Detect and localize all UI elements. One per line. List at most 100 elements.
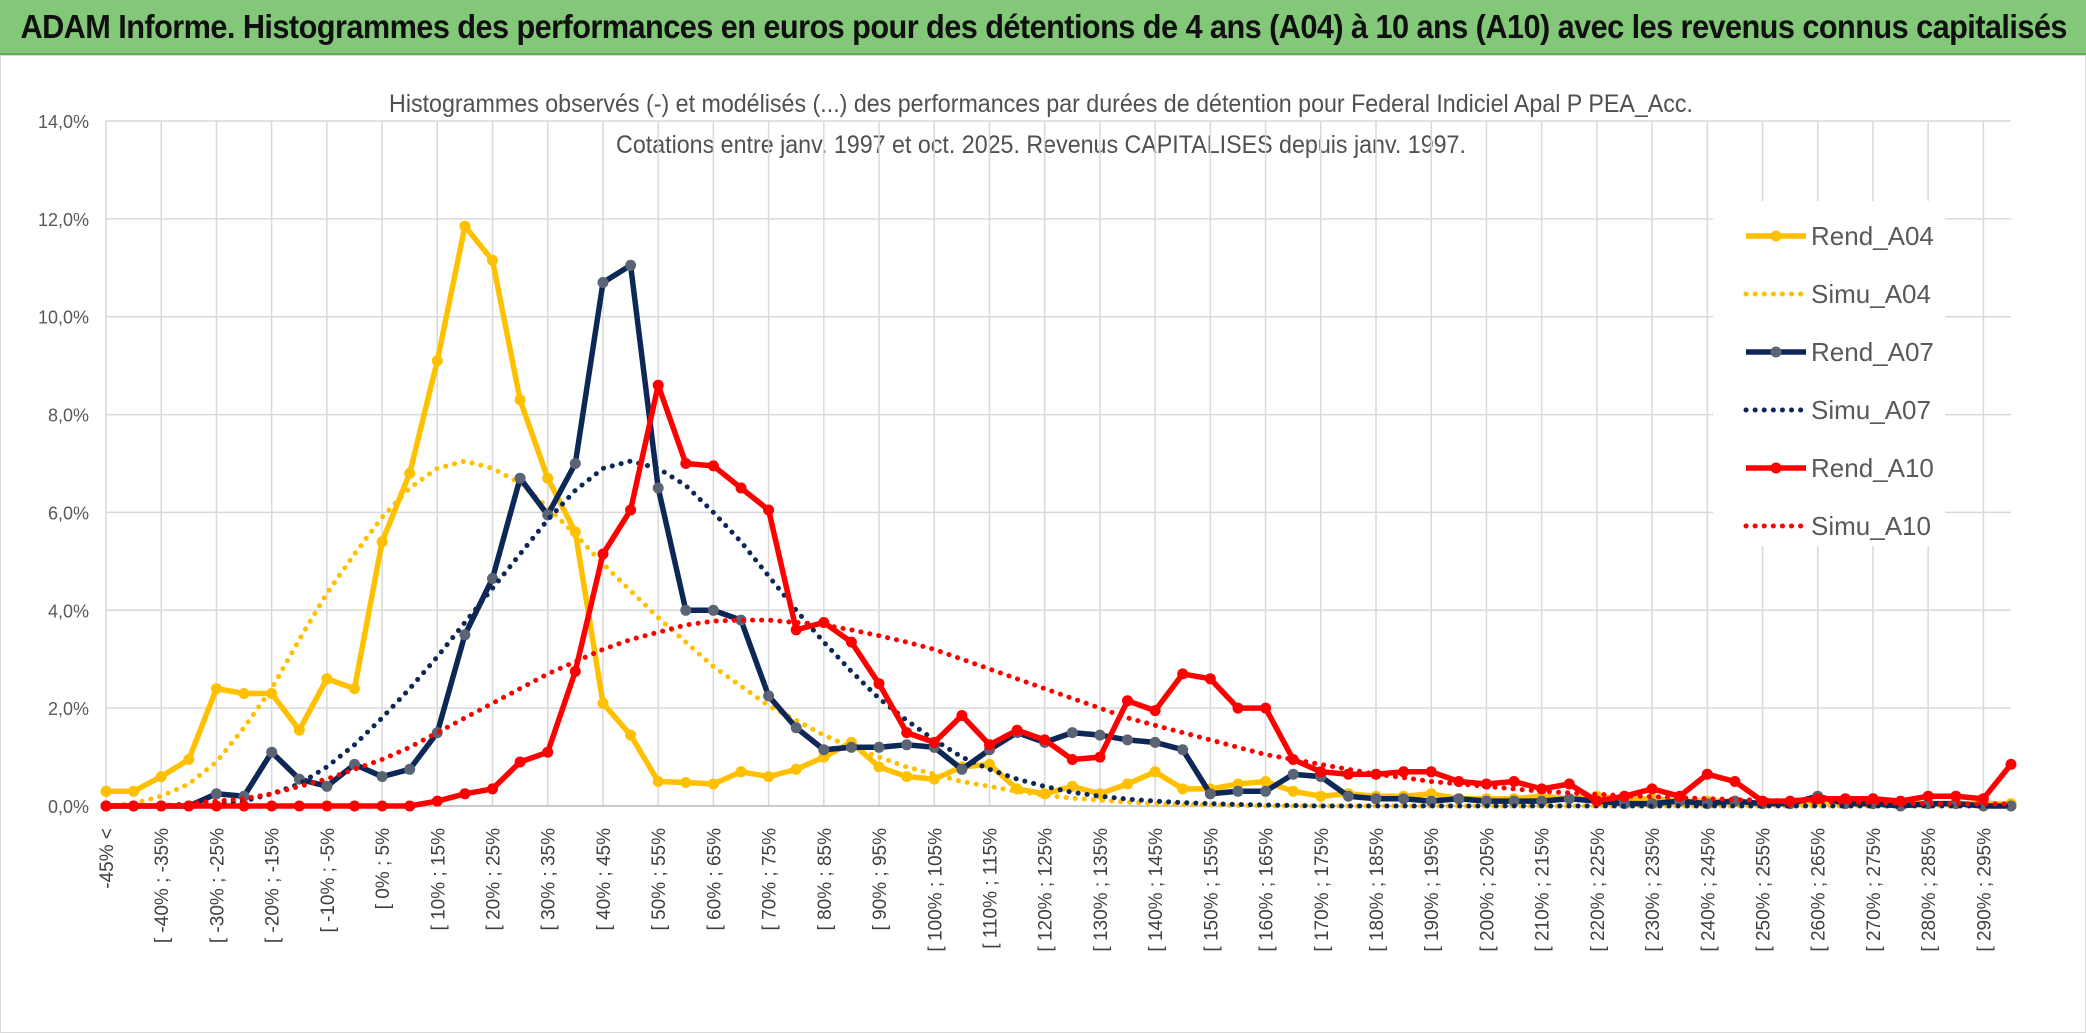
y-axis: 0,0% 2,0% 4,0% 6,0% 8,0% 10,0% 12,0% 14,0% bbox=[38, 112, 89, 817]
data-point bbox=[1039, 734, 1051, 746]
legend-item-simu-a10[interactable]: Simu_A10 bbox=[1743, 511, 1931, 541]
data-point bbox=[1563, 793, 1575, 805]
data-point bbox=[984, 739, 995, 751]
x-tick-label: [ -20% ; -15% bbox=[263, 828, 284, 943]
data-point bbox=[1950, 790, 1962, 802]
x-tick-label: [ 230% ; 235% bbox=[1643, 828, 1664, 952]
data-point bbox=[625, 729, 637, 741]
data-point bbox=[321, 673, 333, 685]
series bbox=[100, 220, 2017, 812]
data-point bbox=[707, 604, 719, 616]
x-tick-label: [ 80% ; 85% bbox=[815, 828, 836, 931]
x-tick-label: [ -40% ; -35% bbox=[152, 828, 173, 943]
data-point bbox=[625, 504, 637, 516]
gridlines bbox=[105, 120, 2011, 807]
data-point bbox=[652, 482, 664, 494]
x-tick-label: [ 160% ; 165% bbox=[1257, 828, 1278, 952]
series-simu-a10 bbox=[103, 617, 2014, 809]
x-tick-label: [ 170% ; 175% bbox=[1312, 828, 1333, 952]
legend[interactable]: Rend_A04 Simu_A04 Rend_A07 Simu_A07 Rend_A10… bbox=[1713, 201, 1945, 546]
data-point bbox=[266, 800, 278, 812]
x-tick-label: [ 210% ; 215% bbox=[1533, 828, 1554, 952]
data-point bbox=[293, 800, 305, 812]
data-point bbox=[404, 467, 416, 479]
data-point bbox=[1066, 727, 1078, 739]
chart-title: Histogrammes observés (-) et modélisés (… bbox=[389, 90, 1693, 118]
data-point bbox=[569, 665, 581, 677]
data-point bbox=[984, 758, 995, 770]
legend-label: Rend_A07 bbox=[1811, 337, 1934, 367]
data-point bbox=[1398, 766, 1410, 778]
data-point bbox=[487, 783, 498, 795]
chart-subtitle: Cotations entre janv. 1997 et oct. 2025.… bbox=[616, 131, 1466, 159]
data-point bbox=[873, 741, 885, 753]
data-point bbox=[680, 458, 692, 469]
data-point bbox=[597, 697, 609, 709]
data-point bbox=[1260, 776, 1272, 787]
data-point bbox=[735, 766, 747, 778]
data-point bbox=[956, 763, 968, 775]
x-tick-label: [ 150% ; 155% bbox=[1201, 828, 1222, 952]
y-tick-label: 14,0% bbox=[38, 112, 89, 132]
legend-item-rend-a04[interactable]: Rend_A04 bbox=[1746, 221, 1934, 251]
data-point bbox=[128, 785, 140, 797]
data-point bbox=[404, 800, 416, 812]
legend-item-rend-a10[interactable]: Rend_A10 bbox=[1746, 453, 1934, 483]
data-point bbox=[1177, 744, 1189, 756]
data-point bbox=[1784, 795, 1796, 807]
data-point bbox=[707, 778, 719, 790]
data-point bbox=[321, 780, 333, 792]
data-point bbox=[956, 710, 968, 721]
data-point bbox=[652, 776, 664, 787]
data-point bbox=[542, 746, 554, 758]
x-tick-label: [ 200% ; 205% bbox=[1477, 828, 1498, 952]
x-tick-label: [ 220% ; 225% bbox=[1588, 828, 1609, 952]
data-point bbox=[1342, 790, 1354, 802]
data-point bbox=[763, 771, 775, 783]
data-point bbox=[1149, 705, 1161, 717]
x-tick-label: [ 20% ; 25% bbox=[484, 828, 505, 931]
data-point bbox=[1922, 790, 1934, 802]
data-point bbox=[349, 800, 360, 812]
data-point bbox=[459, 220, 471, 232]
legend-item-rend-a07[interactable]: Rend_A07 bbox=[1746, 337, 1934, 367]
data-point bbox=[1536, 795, 1548, 807]
x-tick-label: [ 130% ; 135% bbox=[1091, 828, 1112, 952]
data-point bbox=[597, 277, 609, 288]
x-tick-label: [ 100% ; 105% bbox=[925, 828, 946, 952]
data-point bbox=[514, 756, 526, 768]
x-tick-label: -45% < bbox=[97, 828, 118, 889]
data-point bbox=[542, 472, 554, 484]
legend-item-simu-a07[interactable]: Simu_A07 bbox=[1743, 395, 1931, 425]
data-point bbox=[487, 573, 498, 584]
data-point bbox=[1425, 766, 1437, 778]
data-point bbox=[680, 777, 692, 788]
data-point bbox=[1480, 795, 1492, 807]
data-point bbox=[2005, 800, 2017, 812]
legend-label: Simu_A10 bbox=[1811, 511, 1931, 541]
x-tick-label: [ 70% ; 75% bbox=[760, 828, 781, 931]
legend-marker bbox=[1770, 346, 1782, 358]
series-line-rend-a07 bbox=[103, 262, 2014, 809]
data-point bbox=[266, 746, 278, 758]
histogram-chart: Histogrammes observés (-) et modélisés (… bbox=[38, 90, 2017, 952]
legend-item-simu-a04[interactable]: Simu_A04 bbox=[1743, 279, 1931, 309]
series-simu-a04 bbox=[103, 458, 2014, 809]
data-point bbox=[1122, 734, 1133, 746]
data-point bbox=[238, 688, 250, 699]
data-point bbox=[845, 636, 857, 648]
data-point bbox=[818, 744, 830, 756]
x-tick-label: [ 0% ; 5% bbox=[373, 828, 394, 909]
data-point bbox=[1177, 668, 1189, 680]
data-point bbox=[1260, 702, 1272, 714]
x-tick-label: [ 10% ; 15% bbox=[428, 828, 449, 931]
legend-label: Simu_A04 bbox=[1811, 279, 1931, 309]
data-point bbox=[652, 379, 664, 391]
x-tick-label: [ 60% ; 65% bbox=[704, 828, 725, 931]
data-point bbox=[431, 795, 443, 807]
data-point bbox=[928, 773, 940, 785]
data-point bbox=[1701, 768, 1713, 780]
data-point bbox=[901, 727, 913, 739]
data-point bbox=[1591, 795, 1603, 807]
data-point bbox=[1149, 736, 1161, 748]
